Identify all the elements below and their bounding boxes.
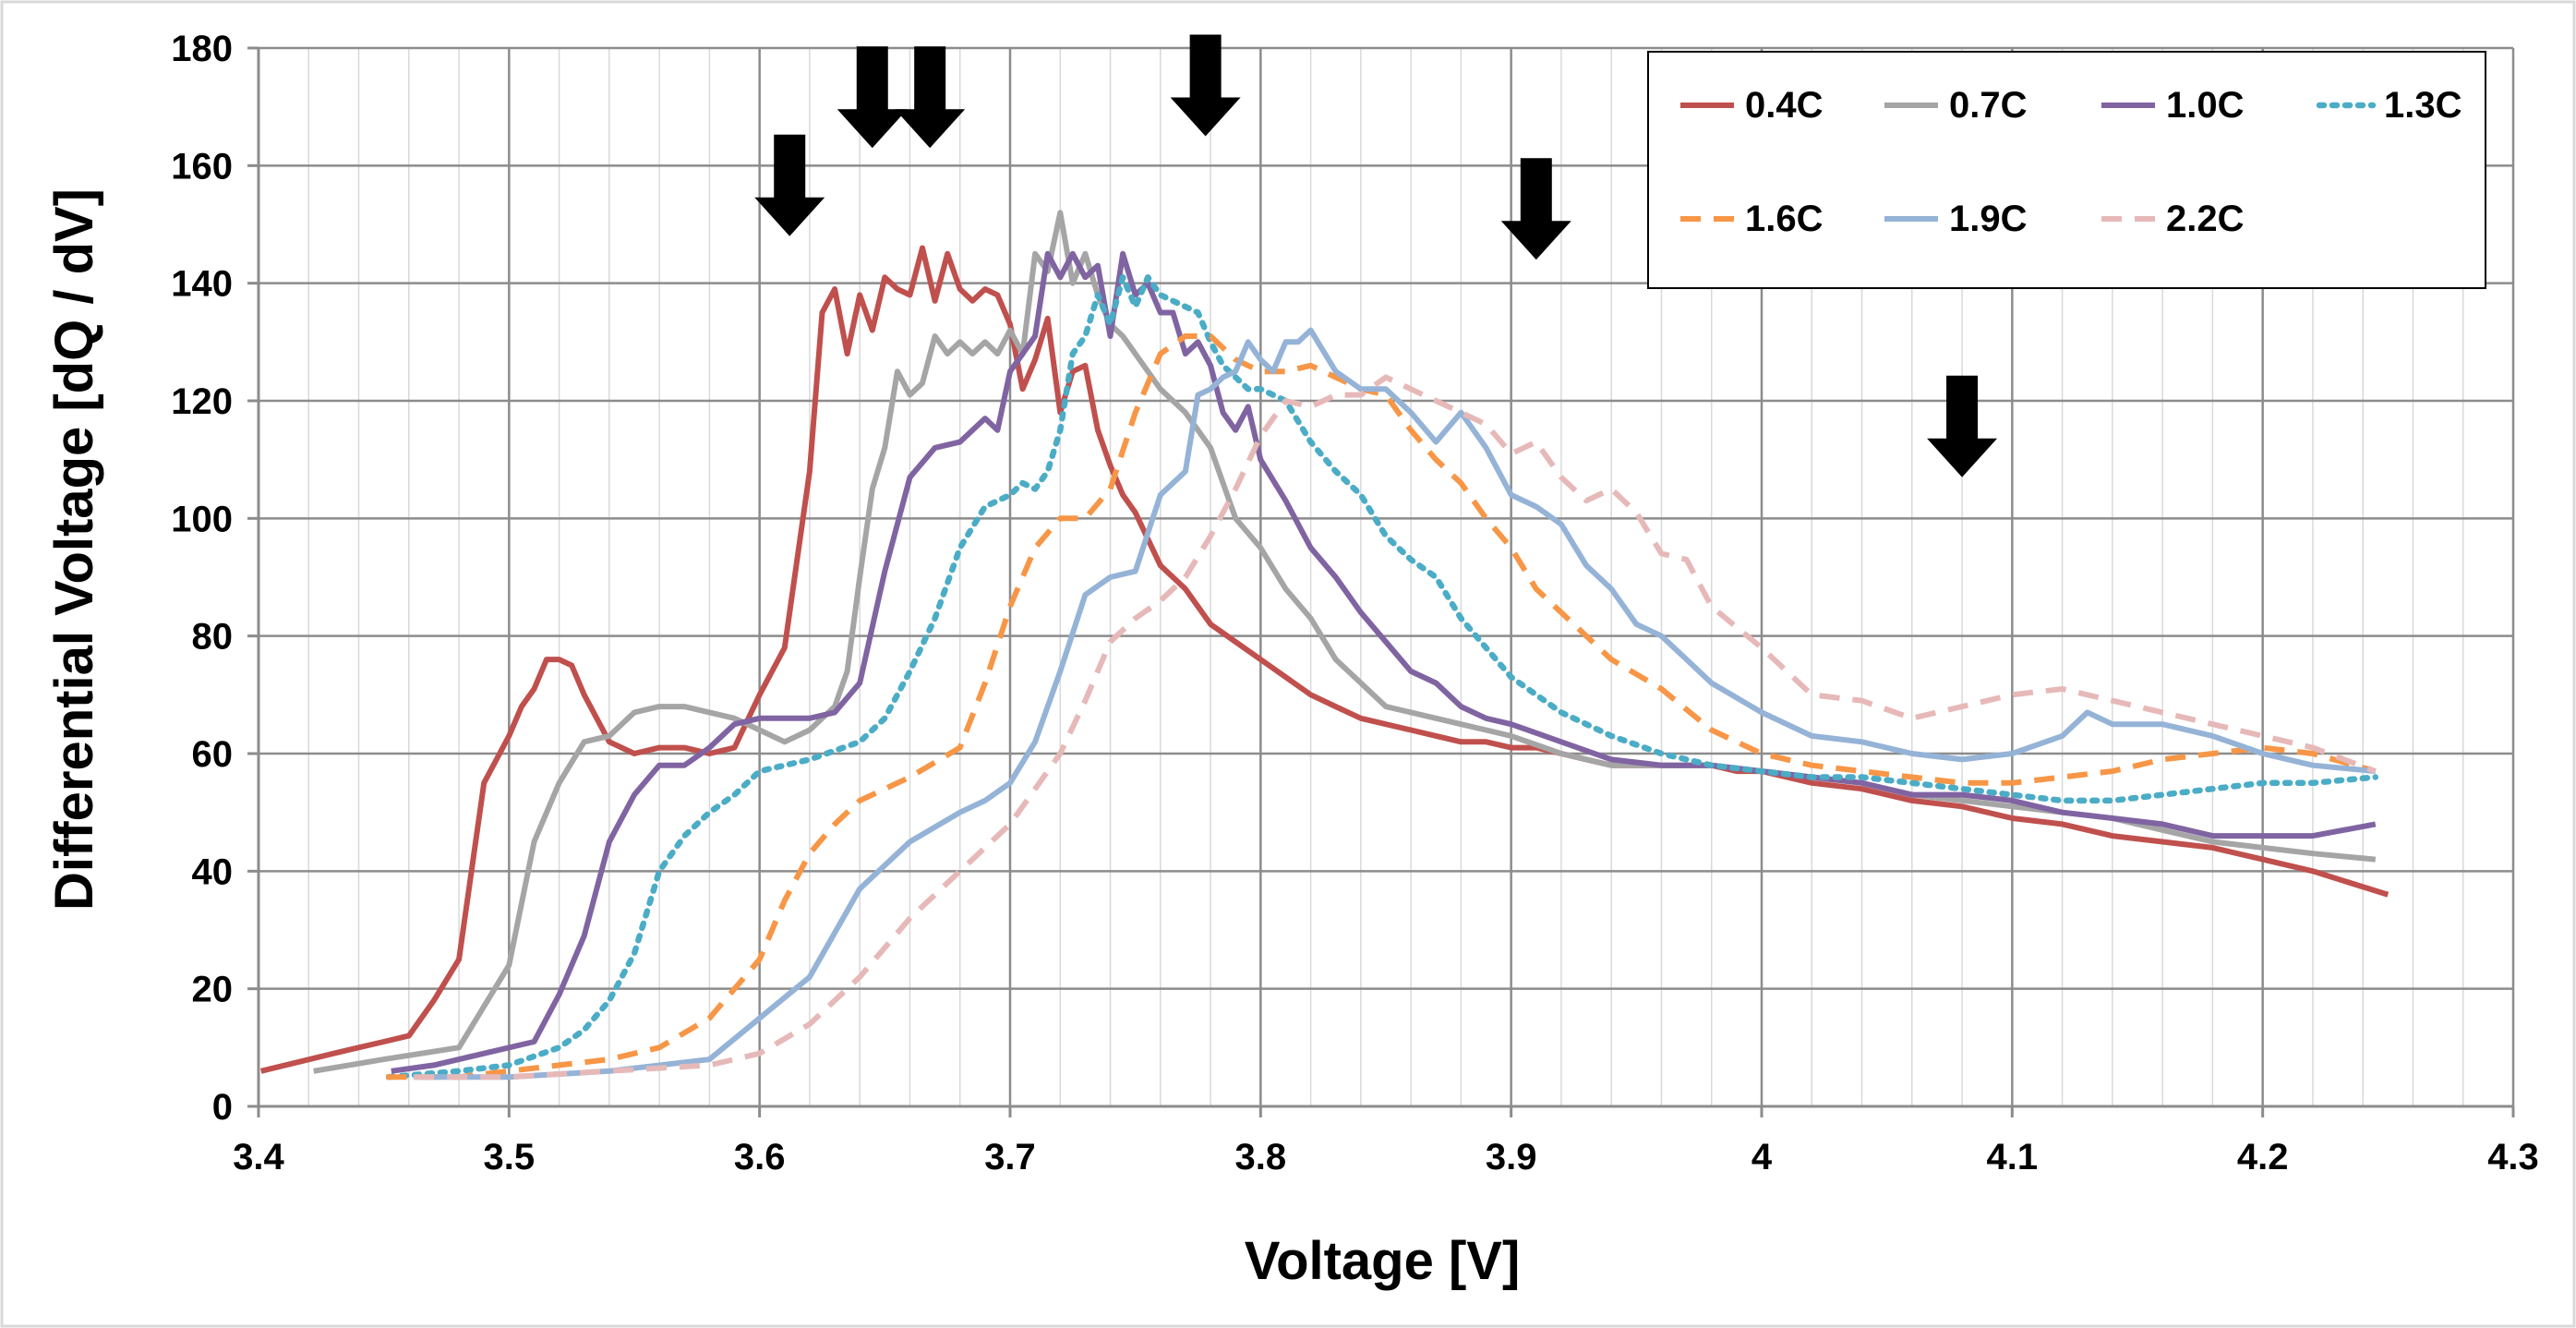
x-tick-label: 3.6 bbox=[734, 1137, 786, 1177]
down-arrow-icon bbox=[1927, 375, 1998, 477]
x-tick-label: 4.3 bbox=[2487, 1137, 2539, 1177]
legend-label: 0.4C bbox=[1745, 85, 1824, 126]
legend-label: 2.2C bbox=[2166, 199, 2245, 239]
x-tick-label: 4.2 bbox=[2237, 1137, 2289, 1177]
y-tick-label: 0 bbox=[212, 1087, 233, 1128]
down-arrow-icon bbox=[837, 46, 908, 149]
series-line-1.9C bbox=[414, 327, 2377, 1081]
down-arrow-icon bbox=[895, 46, 966, 149]
series-line-1.6C bbox=[386, 333, 2377, 1081]
y-tick-label: 80 bbox=[192, 617, 234, 658]
x-axis-title: Voltage [V] bbox=[1245, 1231, 1521, 1291]
down-arrow-icon bbox=[1500, 158, 1571, 260]
y-tick-label: 20 bbox=[192, 970, 234, 1010]
annotation-arrows bbox=[754, 34, 1998, 477]
axes bbox=[247, 46, 2515, 1117]
legend-label: 0.7C bbox=[1949, 85, 2028, 126]
x-tick-label: 4.1 bbox=[1987, 1137, 2039, 1177]
y-tick-label: 40 bbox=[192, 851, 234, 892]
series-line-1.3C bbox=[385, 274, 2379, 1081]
y-tick-label: 120 bbox=[171, 381, 233, 422]
legend: 0.4C 0.7C 1.0C 1.3C 1.6C 1.9C 2.2C bbox=[1647, 51, 2486, 289]
legend-label: 1.9C bbox=[1949, 199, 2028, 239]
down-arrow-icon bbox=[1170, 34, 1241, 137]
y-axis-title: Differential Voltage [dQ / dV] bbox=[44, 188, 104, 911]
x-tick-label: 3.4 bbox=[233, 1137, 284, 1177]
x-tick-labels: 3.4 3.5 3.6 3.7 3.8 3.9 4 4.1 4.2 4.3 bbox=[233, 1137, 2539, 1177]
x-tick-label: 3.9 bbox=[1486, 1137, 1537, 1177]
legend-box bbox=[1647, 51, 2486, 289]
x-tick-label: 3.8 bbox=[1235, 1137, 1287, 1177]
y-tick-label: 180 bbox=[171, 29, 233, 69]
down-arrow-icon bbox=[754, 134, 825, 236]
series-layer bbox=[259, 210, 2389, 1081]
y-tick-label: 160 bbox=[171, 146, 233, 187]
y-tick-labels: 0 20 40 60 80 100 120 140 160 180 bbox=[171, 29, 233, 1128]
y-tick-label: 100 bbox=[171, 499, 233, 539]
y-tick-label: 60 bbox=[192, 734, 234, 775]
x-tick-label: 3.5 bbox=[484, 1137, 536, 1177]
legend-label: 1.0C bbox=[2166, 85, 2245, 126]
x-tick-label: 3.7 bbox=[984, 1137, 1036, 1177]
series-line-2.2C bbox=[414, 374, 2377, 1081]
x-tick-label: 4 bbox=[1751, 1137, 1773, 1177]
y-tick-label: 140 bbox=[171, 264, 233, 305]
legend-label: 1.6C bbox=[1745, 199, 1824, 239]
legend-label: 1.3C bbox=[2384, 85, 2462, 126]
